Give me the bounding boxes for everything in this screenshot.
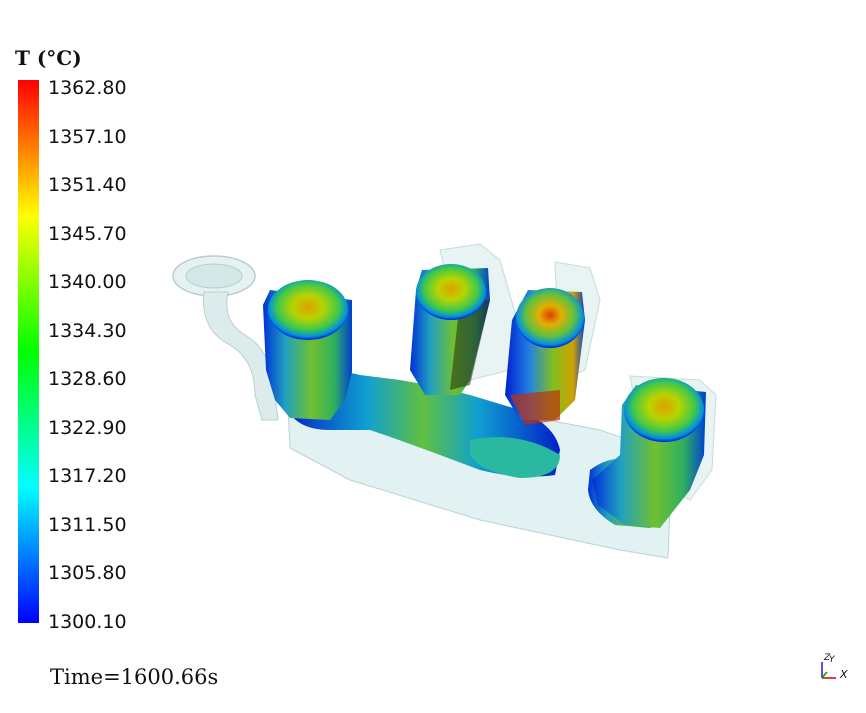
riser-3 bbox=[505, 288, 585, 425]
orientation-axes: X Z Y bbox=[821, 653, 848, 681]
pouring-cup bbox=[172, 255, 279, 421]
y-axis-icon bbox=[821, 671, 828, 679]
z-axis-label: Z bbox=[823, 653, 831, 663]
colorbar-tick-label: 1362.80 bbox=[48, 77, 127, 99]
colorbar-tick-label: 1317.20 bbox=[48, 465, 127, 488]
colorbar-tick-label: 1357.10 bbox=[48, 125, 127, 148]
colorbar-tick-label: 1334.30 bbox=[48, 319, 127, 342]
colorbar-tick-label: 1300.10 bbox=[48, 611, 127, 633]
colorbar-tick-label: 1305.80 bbox=[48, 562, 127, 585]
colorbar-tick-label: 1340.00 bbox=[48, 271, 127, 294]
riser-1 bbox=[263, 280, 352, 420]
colorbar-tick-label: 1351.40 bbox=[48, 174, 127, 197]
colorbar-tick-label: 1311.50 bbox=[48, 513, 127, 536]
colorbar-tick-label: 1328.60 bbox=[48, 368, 127, 391]
colorbar-tick-label: 1322.90 bbox=[48, 416, 127, 439]
colorbar-title: T (°C) bbox=[15, 46, 82, 70]
colorbar-gradient bbox=[18, 80, 39, 623]
colorbar-tick-label: 1345.70 bbox=[48, 222, 127, 245]
riser-2 bbox=[410, 264, 490, 395]
x-axis-label: X bbox=[839, 668, 848, 681]
riser-4 bbox=[592, 378, 706, 528]
time-label: Time=1600.66s bbox=[50, 665, 219, 689]
colorbar bbox=[18, 80, 39, 623]
y-axis-label: Y bbox=[829, 655, 836, 665]
